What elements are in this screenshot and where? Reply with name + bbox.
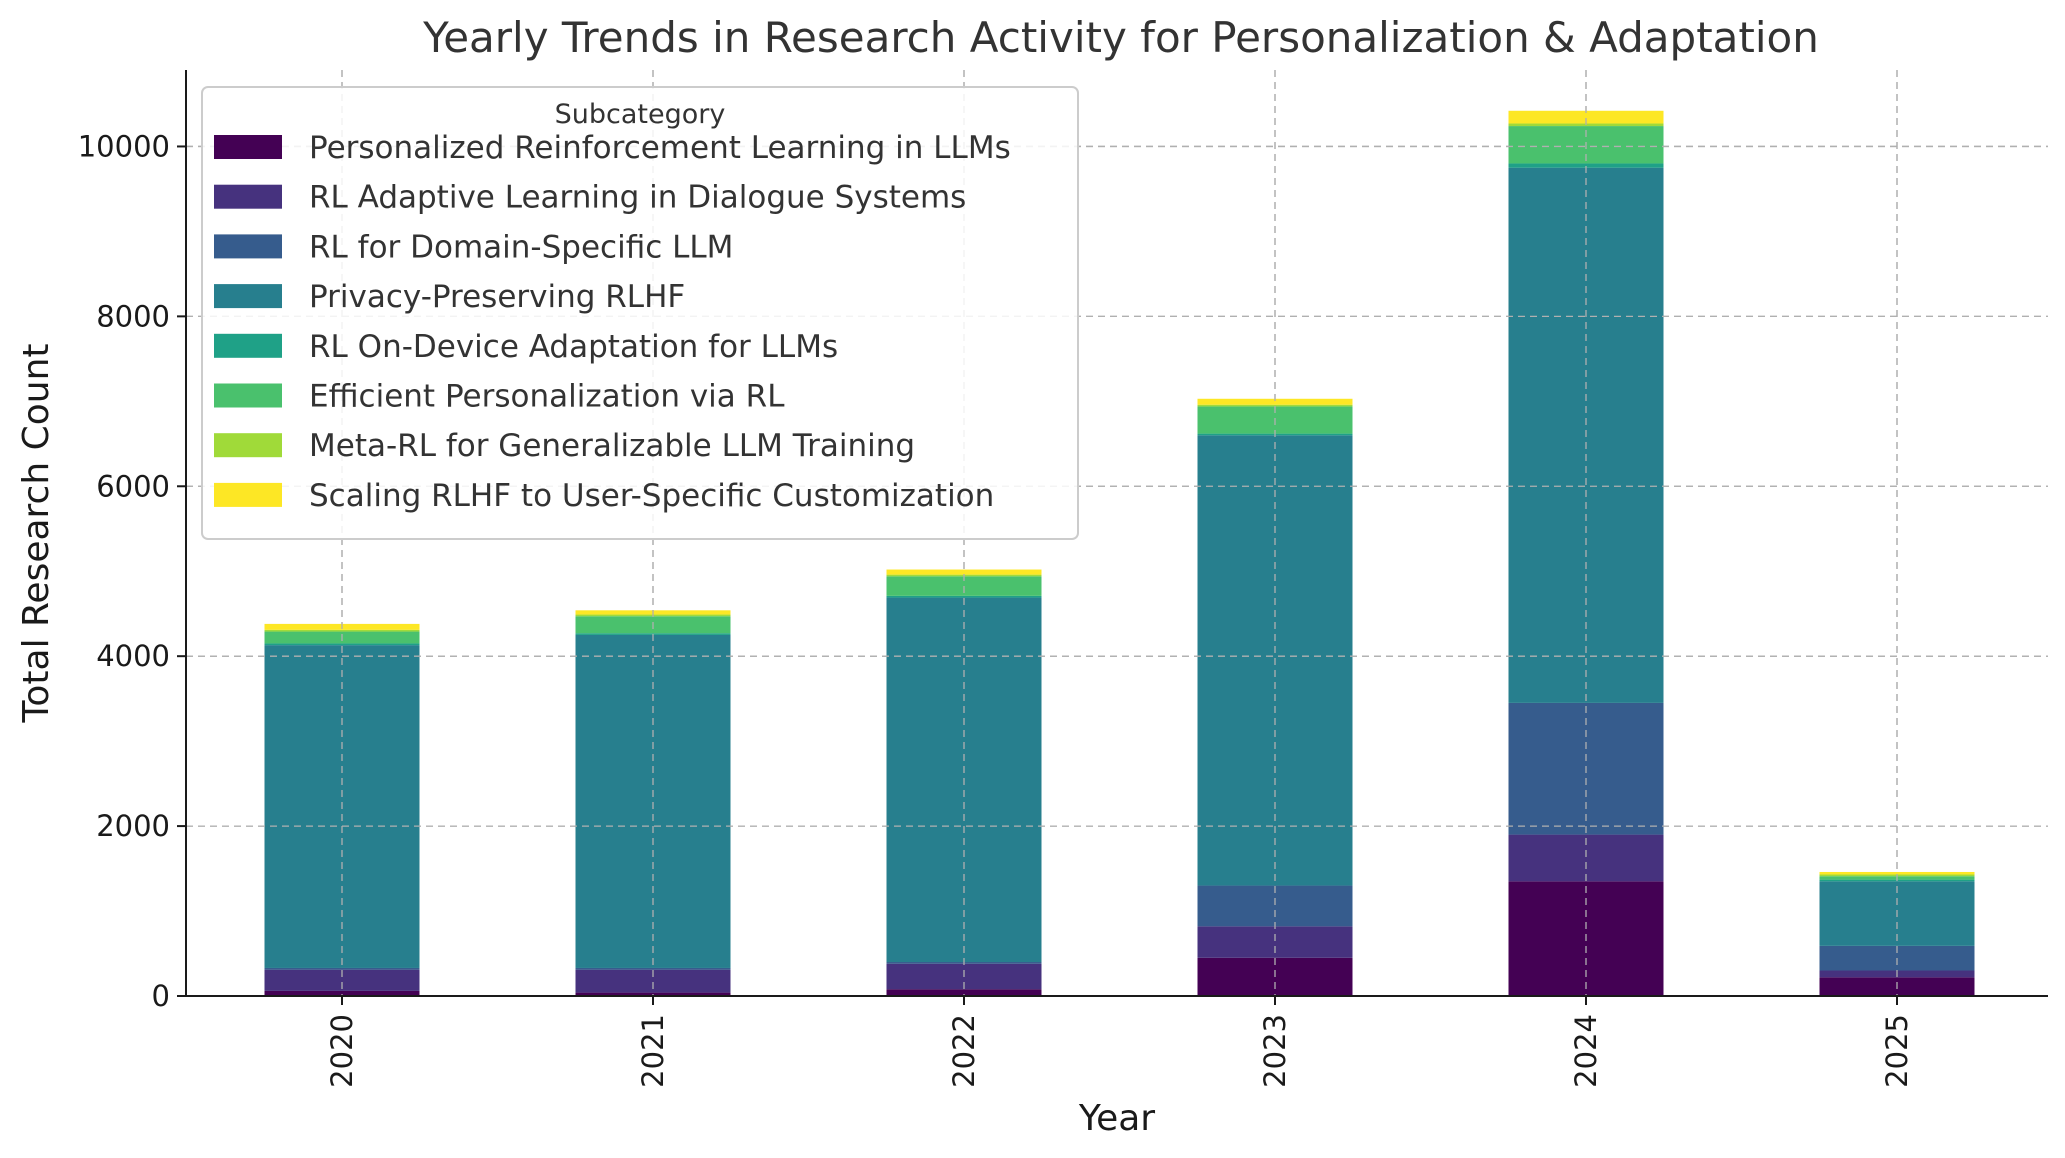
bar-segment	[264, 967, 420, 970]
legend: Subcategory Personalized Reinforcement L…	[201, 86, 1079, 540]
grid-lines-overlay	[186, 70, 2048, 997]
bar-segment	[886, 595, 1042, 598]
legend-entry: Meta-RL for Generalizable LLM Training	[309, 428, 915, 464]
bar-segment	[1508, 163, 1664, 168]
bar-segment	[575, 969, 731, 993]
bar-segment	[886, 989, 1042, 996]
legend-swatch	[214, 284, 282, 309]
bar-segment	[1197, 926, 1353, 958]
bar-segment	[886, 569, 1042, 575]
x-tick-label: 2023	[1258, 1014, 1292, 1088]
legend-entry: Efficient Personalization via RL	[309, 379, 785, 415]
x-tick-label: 2020	[325, 1014, 359, 1088]
legend-title: Subcategory	[555, 99, 726, 130]
y-tick-label: 4000	[96, 639, 170, 673]
legend-swatch	[214, 383, 282, 408]
y-tick-label: 0	[152, 979, 170, 1013]
legend-swatch	[214, 234, 282, 259]
bar-segment	[1508, 110, 1664, 124]
bar-segment	[264, 643, 420, 646]
bar-segment	[264, 629, 420, 632]
legend-swatch	[214, 482, 282, 507]
y-axis-label: Total Research Count	[16, 343, 57, 723]
bar-segment	[1197, 404, 1353, 407]
legend-entry: Personalized Reinforcement Learning in L…	[309, 130, 1011, 166]
legend-entry: RL Adaptive Learning in Dialogue Systems	[309, 180, 966, 216]
x-tick-label: 2022	[947, 1014, 981, 1088]
legend-swatch	[214, 333, 282, 358]
legend-swatch	[214, 433, 282, 458]
legend-swatch	[214, 135, 282, 159]
legend-entry: RL On-Device Adaptation for LLMs	[309, 329, 838, 365]
bar-segment	[264, 990, 420, 996]
axes	[185, 70, 2048, 997]
bar-segment	[264, 969, 420, 991]
y-ticks: 0 2000 4000 6000 8000 10000	[78, 129, 186, 1013]
x-tick-label: 2021	[636, 1014, 670, 1088]
x-ticks: 2020 2021 2022 2023 2024 2025	[325, 996, 1914, 1088]
chart-title: Yearly Trends in Research Activity for P…	[422, 13, 1819, 62]
legend-swatch	[214, 184, 282, 209]
legend-entry: Scaling RLHF to User-Specific Customizat…	[309, 478, 994, 514]
y-tick-label: 10000	[78, 129, 170, 163]
y-tick-label: 2000	[96, 809, 170, 843]
bar-segment	[1197, 398, 1353, 405]
legend-entry: Privacy-Preserving RLHF	[309, 279, 685, 315]
x-tick-label: 2025	[1880, 1014, 1914, 1088]
legend-box	[201, 86, 1079, 540]
bar-segment	[575, 967, 731, 970]
y-tick-label: 6000	[96, 469, 170, 503]
y-tick-label: 8000	[96, 299, 170, 333]
bar-segment	[1819, 871, 1975, 875]
legend-entry: RL for Domain-Specific LLM	[309, 229, 733, 265]
x-tick-label: 2024	[1569, 1014, 1603, 1088]
x-axis-label: Year	[1078, 1098, 1155, 1139]
